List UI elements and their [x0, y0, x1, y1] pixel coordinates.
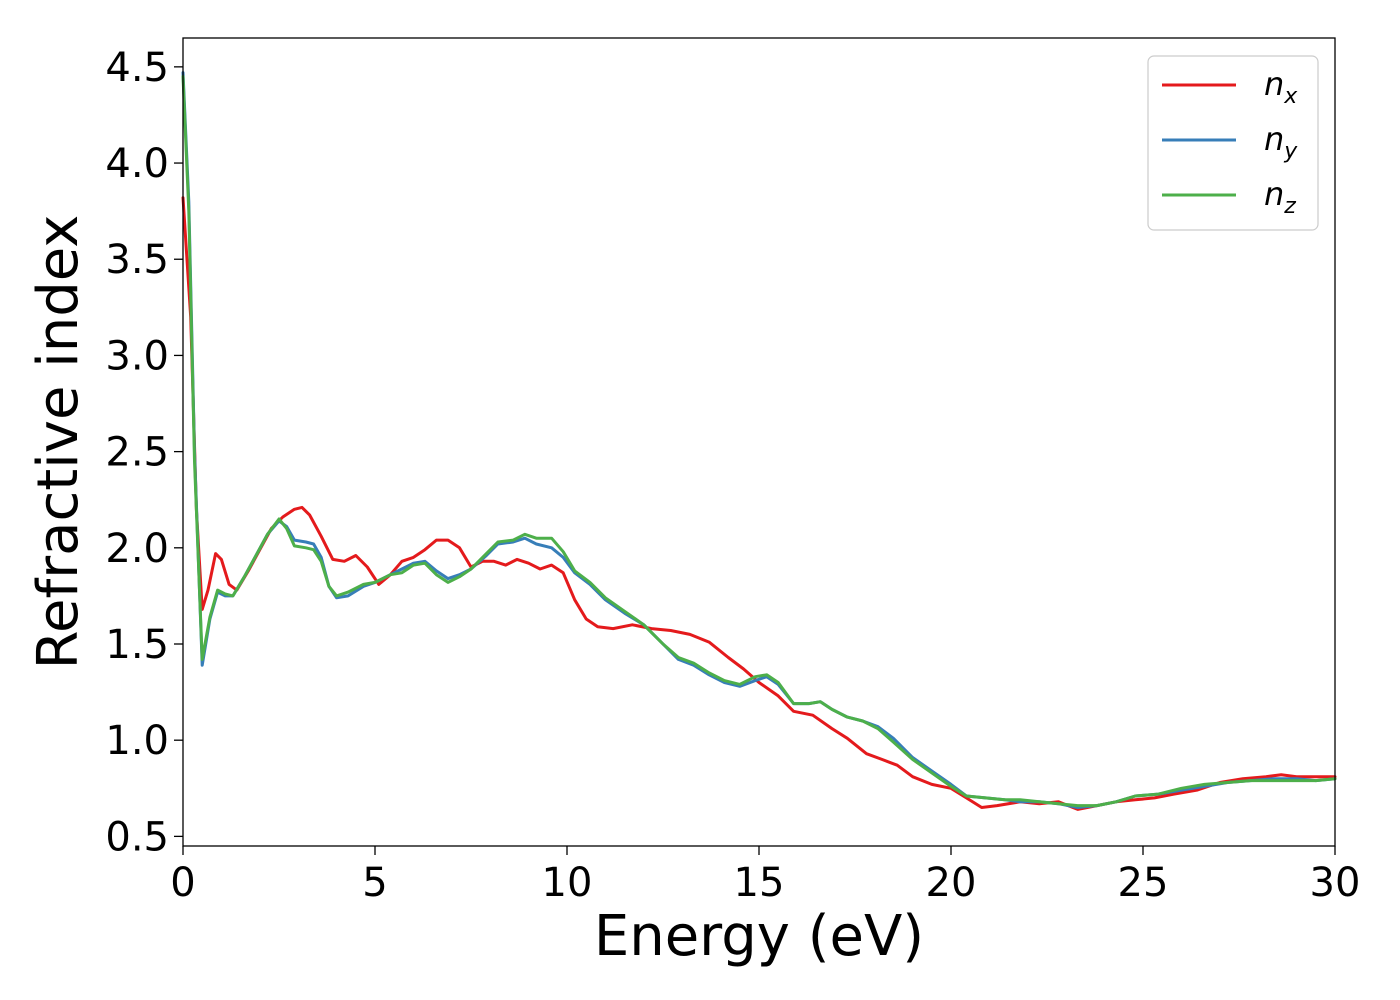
x-tick-label: 30: [1310, 860, 1361, 906]
legend-box: [1147, 55, 1319, 231]
series-line-nx: [181, 196, 1337, 811]
x-tick-label: 20: [926, 860, 977, 906]
y-tick-label: 3.5: [105, 237, 169, 283]
series-line-nz: [181, 75, 1337, 808]
legend-subscript: x: [1283, 84, 1298, 109]
legend-subscript: y: [1283, 139, 1298, 164]
y-tick-label: 3.0: [105, 333, 169, 379]
y-tick-label: 2.0: [105, 526, 169, 572]
y-tick-label: 1.5: [105, 622, 169, 668]
x-axis-title: Energy (eV): [594, 904, 924, 969]
x-axis-ticks: 0 5 10 15 20 25 30: [170, 846, 1360, 906]
y-axis-title: Refractive index: [26, 215, 91, 670]
x-tick-label: 25: [1118, 860, 1169, 906]
x-tick-label: 5: [362, 860, 387, 906]
y-tick-label: 2.5: [105, 430, 169, 476]
y-tick-label: 0.5: [105, 814, 169, 860]
series-layer: [181, 71, 1337, 811]
x-tick-label: 0: [170, 860, 195, 906]
y-tick-label: 4.5: [105, 45, 169, 91]
x-tick-label: 10: [542, 860, 593, 906]
y-axis-ticks: 0.5 1.0 1.5 2.0 2.5 3.0 3.5 4.0 4.5: [105, 45, 183, 860]
y-tick-label: 1.0: [105, 718, 169, 764]
x-tick-label: 15: [734, 860, 785, 906]
y-tick-label: 4.0: [105, 141, 169, 187]
legend-subscript: z: [1283, 194, 1296, 219]
